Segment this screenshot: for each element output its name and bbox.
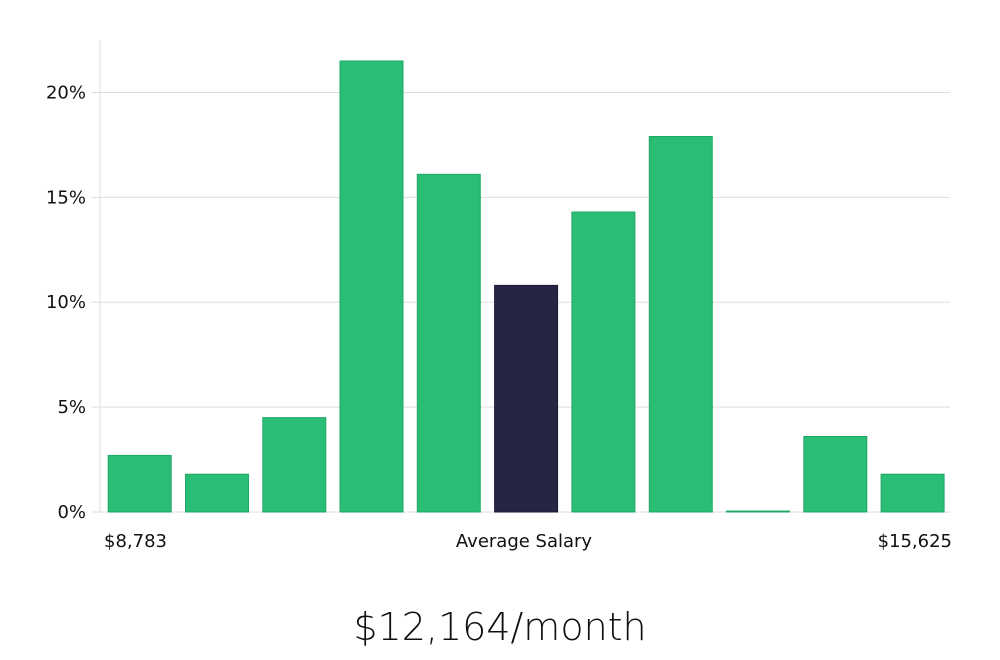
y-tick-label: 20%	[46, 82, 86, 103]
bar	[339, 60, 404, 513]
y-tick-label: 15%	[46, 187, 86, 208]
bar-highlighted	[494, 284, 559, 513]
y-tick-label: 5%	[57, 397, 86, 418]
bar	[648, 136, 713, 513]
x-max-label: $15,625	[878, 531, 952, 552]
bar	[803, 436, 868, 513]
average-salary-headline: $12,164/month	[353, 605, 647, 649]
bar	[262, 417, 327, 513]
y-tick-label: 0%	[57, 502, 86, 523]
y-tick-label: 10%	[46, 292, 86, 313]
bar	[726, 510, 790, 513]
y-tick-labels: 0% 5% 10% 15% 20%	[46, 82, 86, 523]
bar	[107, 454, 172, 513]
x-min-label: $8,783	[104, 531, 167, 552]
salary-distribution-chart: 0% 5% 10% 15% 20% $8,783 Average Salary $15,…	[46, 40, 952, 552]
bar	[571, 211, 636, 513]
bar	[880, 473, 945, 513]
bar	[416, 173, 481, 513]
x-axis-label: Average Salary	[456, 531, 593, 552]
bars	[107, 60, 945, 513]
bar	[185, 473, 249, 513]
